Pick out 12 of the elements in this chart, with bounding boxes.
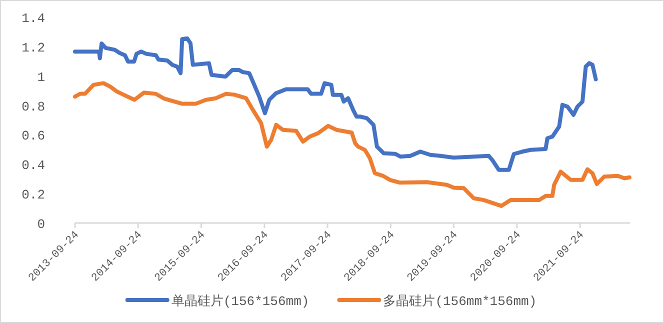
y-tick-label: 0.8 — [22, 99, 45, 114]
y-tick-label: 1.4 — [22, 11, 46, 26]
y-tick-label: 0.6 — [22, 128, 45, 144]
legend-label: 单晶硅片(156*156mm) — [171, 294, 310, 309]
legend-label: 多晶硅片(156mm*156mm) — [383, 294, 537, 309]
line-series — [73, 36, 598, 172]
line-series — [73, 81, 632, 208]
y-tick-label: 0.2 — [22, 188, 45, 203]
y-tick-label: 0 — [37, 217, 45, 232]
y-tick-label: 1.2 — [22, 40, 45, 56]
y-tick-label: 0.4 — [22, 158, 46, 174]
y-tick-label: 1 — [37, 70, 46, 85]
